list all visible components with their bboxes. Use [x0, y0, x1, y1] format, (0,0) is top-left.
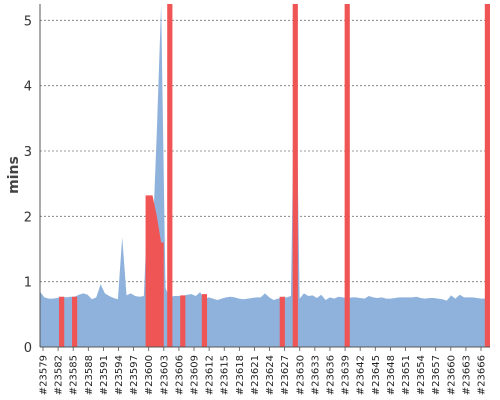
x-tick-label: #23651	[401, 355, 412, 395]
x-tick-label: #23657	[431, 355, 442, 395]
x-tick-label: #23621	[250, 355, 261, 395]
failed-build-mark	[344, 4, 350, 347]
failed-build-series	[59, 4, 490, 347]
y-tick-label: 4	[24, 80, 32, 95]
x-tick-label: #23618	[235, 355, 246, 395]
base-area	[40, 4, 490, 347]
x-tick-label: #23585	[69, 355, 80, 395]
x-tick-label: #23594	[114, 355, 125, 395]
y-tick-label: 5	[24, 14, 32, 29]
x-tick-label: #23591	[99, 355, 110, 395]
y-tick-label: 0	[24, 341, 32, 356]
x-tick-label: #23648	[386, 355, 397, 395]
base-area-path	[40, 4, 490, 347]
x-tick-label: #23633	[310, 355, 321, 395]
failed-build-mark	[145, 195, 164, 347]
x-tick-label: #23615	[220, 355, 231, 395]
failed-build-mark	[59, 296, 65, 347]
grid-lines	[40, 19, 490, 283]
y-tick-label: 1	[24, 276, 32, 291]
x-tick-label: #23603	[159, 355, 170, 395]
x-tick-label: #23588	[84, 355, 95, 395]
failed-build-mark	[72, 296, 78, 347]
x-tick-label: #23636	[325, 355, 336, 395]
y-tick-labels: 0 1 2 3 4 5	[24, 14, 32, 356]
y-axis-label: mins	[6, 156, 22, 194]
x-tick-label: #23624	[265, 355, 276, 395]
x-tick-label: #23597	[129, 355, 140, 395]
axes	[39, 4, 490, 348]
x-tick-label: #23642	[356, 355, 367, 395]
x-tick-labels: #23579 #23582 #23585 #23588 #23591 #23594 #235…	[39, 347, 488, 395]
x-tick-label: #23663	[461, 355, 472, 395]
failed-build-mark	[484, 4, 490, 347]
x-tick-label: #23660	[446, 355, 457, 395]
x-tick-label: #23600	[144, 355, 155, 395]
y-tick-label: 3	[24, 145, 32, 160]
x-tick-label: #23609	[190, 355, 201, 395]
x-tick-label: #23645	[371, 355, 382, 395]
x-tick-label: #23606	[174, 355, 185, 395]
x-tick-label: #23582	[54, 355, 65, 395]
x-tick-label: #23627	[280, 355, 291, 395]
x-tick-label: #23654	[416, 355, 427, 395]
x-tick-label: #23666	[477, 355, 488, 395]
x-tick-label: #23630	[295, 355, 306, 395]
x-tick-label: #23639	[341, 355, 352, 395]
failed-build-mark	[167, 4, 173, 347]
failed-build-mark	[279, 296, 285, 347]
x-tick-label: #23612	[205, 355, 216, 395]
y-tick-label: 2	[24, 210, 32, 225]
x-tick-label: #23579	[39, 355, 50, 395]
failed-build-mark	[201, 294, 208, 347]
failed-build-mark	[292, 4, 298, 347]
failed-build-mark	[180, 295, 186, 347]
